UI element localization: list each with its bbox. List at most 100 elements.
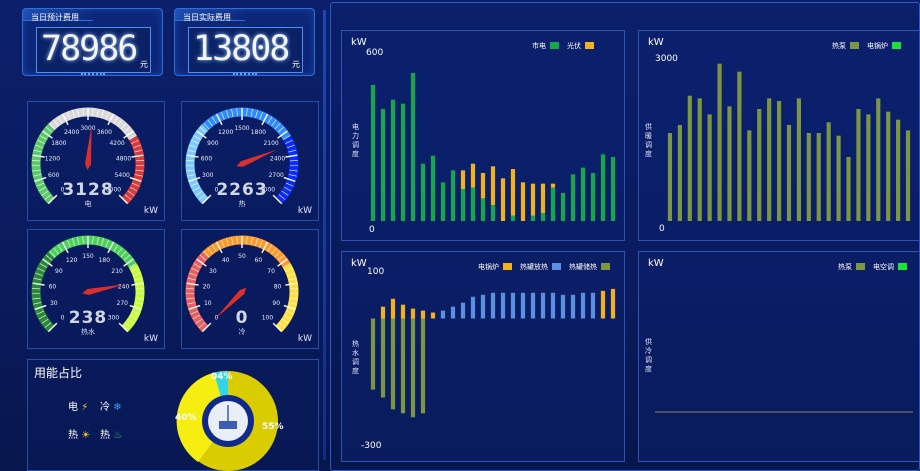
gauge-tick bbox=[186, 169, 195, 172]
energy-share-panel: 用能占比 电 ⚡ 冷 ❄ 热 ☀ 热 ♨ 04% 40% 55% bbox=[27, 359, 319, 471]
gauge-heat-name: 热 bbox=[238, 200, 246, 208]
bar bbox=[826, 122, 831, 221]
gauge-panel-heat: 0 300 600 900 1200 1500 1800 2100 2400 2700 3000 2… bbox=[181, 101, 319, 221]
gauge-tick bbox=[283, 186, 292, 192]
gauge-tick bbox=[32, 169, 41, 172]
gauge-tick bbox=[67, 111, 71, 120]
bar bbox=[470, 296, 476, 319]
divider-rail bbox=[323, 10, 326, 460]
bar bbox=[440, 310, 446, 319]
bar bbox=[570, 174, 576, 221]
gauge-tick bbox=[53, 119, 59, 127]
bar bbox=[430, 312, 436, 319]
gauge-tick bbox=[72, 110, 75, 118]
gauge-tick bbox=[123, 126, 131, 133]
bar bbox=[886, 111, 891, 221]
bar bbox=[430, 155, 436, 221]
gauge-tick-label: 1800 bbox=[51, 140, 66, 147]
planned-cost-label: 当日预计费用 bbox=[31, 13, 79, 22]
gauge-tick bbox=[289, 169, 298, 172]
gauge-tick bbox=[32, 282, 45, 286]
actual-cost-label: 当日实际费用 bbox=[183, 13, 231, 22]
gauge-band-mid bbox=[48, 235, 137, 269]
flame-icon: ♨ bbox=[113, 430, 123, 441]
gauge-tick bbox=[127, 190, 135, 196]
gauge-tick-label: 90 bbox=[55, 268, 63, 275]
gauge-tick bbox=[189, 272, 197, 277]
bar bbox=[776, 101, 782, 221]
gauge-tick-label: 30 bbox=[209, 268, 217, 275]
card-dots bbox=[81, 73, 105, 76]
gauge-tick-label: 40 bbox=[222, 257, 230, 264]
bar bbox=[410, 318, 416, 418]
donut-slice-left bbox=[176, 370, 228, 462]
legend-swatch bbox=[585, 42, 594, 49]
gauge-tick bbox=[123, 254, 131, 261]
actual-cost-value: 13808 bbox=[193, 29, 290, 69]
gauge-tick bbox=[203, 122, 210, 130]
gauge-needle bbox=[85, 126, 92, 170]
bar bbox=[420, 318, 426, 414]
gauge-tick bbox=[186, 160, 195, 162]
gauge-tick bbox=[105, 111, 109, 120]
gauge-tick bbox=[271, 247, 277, 255]
bar bbox=[560, 294, 566, 319]
gauge-tick-label: 50 bbox=[238, 253, 246, 260]
bar bbox=[697, 98, 702, 221]
gauge-band-mid bbox=[202, 235, 291, 269]
legend-heat: 热 ☀ bbox=[68, 426, 90, 441]
bar bbox=[520, 182, 526, 221]
gauge-tick bbox=[231, 236, 234, 245]
gauge-tick-label: 270 bbox=[117, 300, 129, 307]
bar bbox=[816, 133, 821, 221]
legend-label: 热罐放热 bbox=[520, 263, 548, 271]
gauge-tick bbox=[250, 236, 253, 245]
bar bbox=[757, 109, 762, 221]
bar bbox=[490, 205, 496, 221]
gauge-tick bbox=[267, 116, 273, 124]
gauge-tick bbox=[32, 154, 45, 158]
gauge-tick bbox=[288, 149, 297, 153]
gauge-tick bbox=[207, 247, 213, 255]
gauge-tick bbox=[96, 108, 99, 117]
gauge-tick bbox=[135, 160, 144, 162]
lightning-icon: ⚡ bbox=[81, 402, 89, 413]
gauge-electric-name: 电 bbox=[84, 200, 92, 208]
bar bbox=[380, 109, 386, 221]
gauge-tick bbox=[259, 239, 263, 248]
gauge-cold-value: 0 bbox=[235, 308, 249, 328]
bar bbox=[836, 135, 841, 221]
gauge-tick-label: 180 bbox=[99, 257, 111, 264]
gauge-tick bbox=[250, 108, 253, 117]
gauge-tick bbox=[277, 254, 285, 261]
gauge-tick bbox=[131, 182, 140, 187]
heat-dispatch-chart: kW 3000 0 供暖调度 热泵 电锅炉 bbox=[638, 30, 920, 241]
gauge-tick bbox=[34, 304, 47, 310]
bar bbox=[806, 133, 811, 221]
gauge-tick bbox=[113, 116, 119, 124]
gauge-tick bbox=[190, 310, 199, 315]
bar bbox=[540, 213, 546, 221]
gauge-tick bbox=[107, 113, 115, 126]
gauge-tick bbox=[134, 302, 143, 305]
gauge-tick bbox=[45, 126, 53, 133]
gauge-tick bbox=[188, 176, 201, 182]
gauge-tick-label: 3000 bbox=[80, 125, 95, 132]
bar bbox=[550, 292, 556, 319]
gauge-tick-label: 60 bbox=[49, 283, 57, 290]
gauge-tick bbox=[272, 194, 283, 205]
bar bbox=[450, 170, 456, 221]
gauge-tick bbox=[277, 126, 285, 133]
cold-dispatch-chart: kW 供冷调度 热泵 电空调 bbox=[638, 251, 920, 462]
gauge-tick-label: 300 bbox=[108, 314, 120, 321]
gauge-cold-unit: kW bbox=[297, 334, 312, 344]
bar bbox=[390, 99, 396, 221]
gauge-tick bbox=[261, 113, 269, 126]
bar bbox=[687, 95, 692, 221]
gauge-tick-label: 5400 bbox=[115, 172, 130, 179]
legend-swatch bbox=[892, 42, 901, 49]
gauge-tick bbox=[281, 190, 289, 196]
gauge-tick bbox=[278, 322, 286, 328]
gauge-tick bbox=[101, 238, 104, 246]
